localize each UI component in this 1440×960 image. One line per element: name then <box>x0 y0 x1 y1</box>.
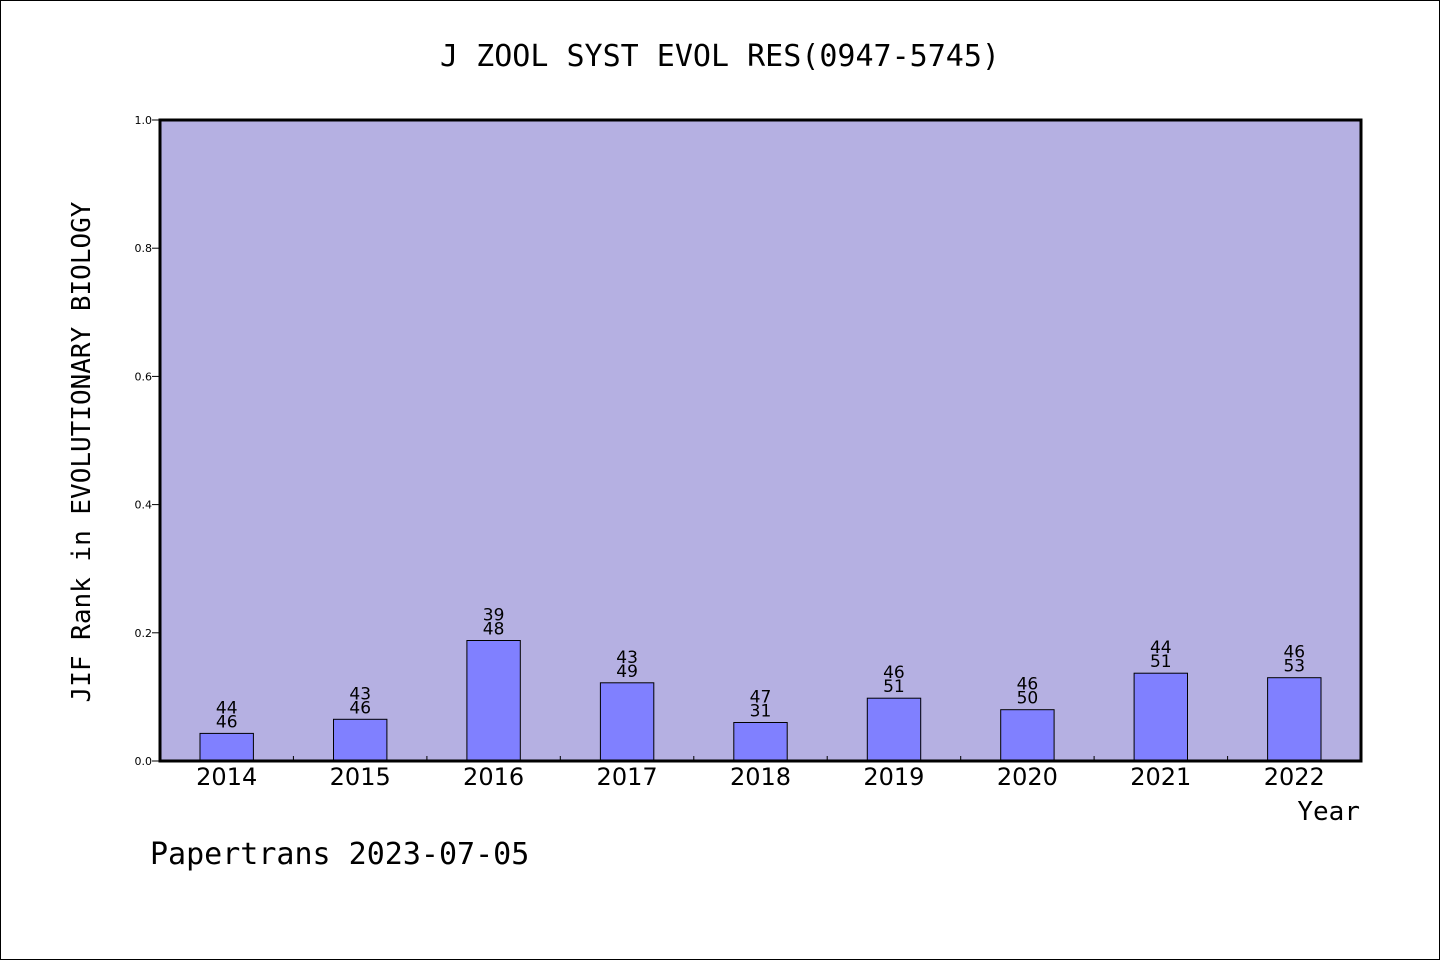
x-tick-label-2016: 2016 <box>463 763 524 791</box>
x-tick-label-2018: 2018 <box>730 763 791 791</box>
bar-2019 <box>866 697 922 762</box>
x-tick-label-2015: 2015 <box>330 763 391 791</box>
bar-2015 <box>333 718 388 762</box>
bar-2022 <box>1267 677 1322 762</box>
total-label-2022: 53 <box>1283 657 1305 677</box>
bar-2014 <box>199 732 254 762</box>
bar-2020 <box>1000 709 1055 762</box>
rank-label-2019: 46 <box>883 663 905 683</box>
total-label-2014: 46 <box>216 712 238 732</box>
total-label-2017: 49 <box>616 662 638 682</box>
y-tick-label-1.0: 1.0 <box>135 114 153 127</box>
y-tick-label-0.2: 0.2 <box>135 627 153 640</box>
bar-2016 <box>466 640 521 762</box>
rank-label-2020: 46 <box>1017 675 1039 695</box>
rank-label-2017: 43 <box>616 648 638 668</box>
x-tick-label-2014: 2014 <box>196 763 257 791</box>
total-label-2019: 51 <box>883 677 905 697</box>
x-axis-label: Year <box>1297 797 1360 827</box>
bar-2018 <box>733 722 788 762</box>
rank-label-2022: 46 <box>1283 643 1305 663</box>
x-tick-label-2022: 2022 <box>1264 763 1325 791</box>
x-tick-label-2019: 2019 <box>863 763 924 791</box>
total-label-2016: 48 <box>483 620 505 640</box>
y-axis-label: JIF Rank in EVOLUTIONARY BIOLOGY <box>67 201 97 702</box>
total-label-2015: 46 <box>349 698 371 718</box>
bars-group <box>199 640 1322 762</box>
total-label-2018: 31 <box>750 702 772 722</box>
y-tick-label-0.4: 0.4 <box>135 499 153 512</box>
rank-label-2015: 43 <box>349 684 371 704</box>
x-axis: 2014 2015 2016 2017 2018 2019 2020 2021 2022 <box>196 756 1325 791</box>
chart-title: J ZOOL SYST EVOL RES(0947-5745) <box>440 39 1000 74</box>
bar-2021 <box>1133 672 1188 762</box>
x-tick-label-2020: 2020 <box>997 763 1058 791</box>
x-tick-label-2017: 2017 <box>597 763 658 791</box>
bar-2017 <box>599 682 655 762</box>
rank-label-2021: 44 <box>1150 638 1172 658</box>
y-tick-label-0.6: 0.6 <box>135 370 153 383</box>
footer-watermark: Papertrans 2023-07-05 <box>150 837 529 872</box>
y-tick-label-0.8: 0.8 <box>135 242 153 255</box>
plot-area <box>160 120 1361 761</box>
y-tick-label-0.0: 0.0 <box>135 755 153 768</box>
plot-border <box>158 118 1363 763</box>
rank-label-2014: 44 <box>216 698 238 718</box>
total-label-2021: 51 <box>1150 652 1172 672</box>
x-tick-label-2021: 2021 <box>1130 763 1191 791</box>
y-axis: 0.0 0.2 0.4 0.6 0.8 1.0 <box>135 114 160 768</box>
rank-label-2018: 47 <box>750 688 772 708</box>
total-label-2020: 50 <box>1017 689 1039 709</box>
rank-label-2016: 39 <box>483 606 505 626</box>
